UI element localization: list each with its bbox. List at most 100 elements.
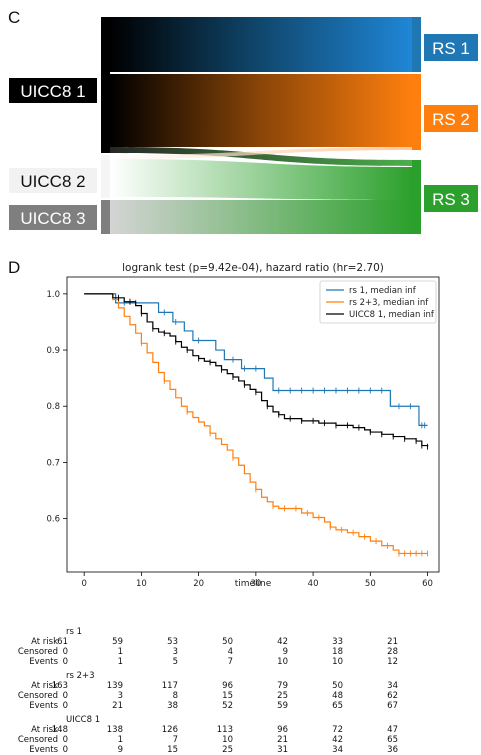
km-curve-1 — [84, 293, 428, 555]
risk-value: 65 — [387, 735, 398, 745]
risk-value: 50 — [222, 637, 233, 647]
risk-value: 0 — [62, 657, 68, 667]
uicc8-1-label-bg — [9, 78, 97, 103]
y-tick-label: 0.6 — [46, 515, 60, 525]
risk-value: 163 — [51, 681, 68, 691]
node-bar-uicc8-3 — [101, 200, 110, 234]
uicc8-3-label: UICC8 3 — [20, 209, 85, 228]
flow-uicc1-rs2 — [110, 74, 412, 147]
risk-row-label: Censored — [17, 647, 58, 657]
legend-item-rs23: rs 2+3, median inf — [349, 298, 429, 308]
risk-value: 25 — [277, 691, 288, 701]
risk-value: 21 — [277, 735, 288, 745]
x-axis-label: timeline — [235, 579, 272, 589]
chart-title: logrank test (p=9.42e-04), hazard ratio … — [122, 262, 384, 274]
node-bar-uicc8-2 — [101, 155, 110, 198]
rs2-label: RS 2 — [432, 110, 470, 129]
risk-value: 117 — [161, 681, 178, 691]
x-tick-label: 40 — [308, 579, 319, 589]
risk-row-label: Events — [29, 701, 58, 711]
risk-value: 8 — [172, 691, 178, 701]
risk-row-label: Events — [29, 657, 58, 667]
risk-value: 1 — [117, 657, 123, 667]
risk-value: 47 — [387, 725, 398, 735]
risk-row-label: Censored — [17, 735, 58, 745]
rs2-label-bg — [424, 105, 478, 132]
risk-value: 48 — [332, 691, 343, 701]
risk-value: 9 — [117, 745, 123, 755]
risk-value: 59 — [277, 701, 288, 711]
uicc8-2-label-bg — [9, 168, 97, 193]
risk-value: 62 — [387, 691, 398, 701]
risk-value: 138 — [106, 725, 123, 735]
risk-value: 61 — [57, 637, 68, 647]
rs3-label-bg — [424, 185, 478, 212]
km-curve-2 — [84, 293, 429, 447]
y-tick-label: 0.8 — [46, 402, 60, 412]
risk-row-label: At risk — [31, 637, 58, 647]
flow-uicc2-rs3 — [110, 159, 412, 200]
risk-value: 38 — [167, 701, 178, 711]
risk-value: 113 — [216, 725, 233, 735]
node-bar-uicc8-1 — [101, 17, 110, 153]
risk-value: 0 — [62, 701, 68, 711]
risk-value: 67 — [387, 701, 398, 711]
risk-value: 42 — [332, 735, 343, 745]
risk-value: 25 — [222, 745, 233, 755]
node-bar-rs3 — [412, 160, 421, 234]
x-tick-label: 20 — [193, 579, 204, 589]
uicc8-1-label: UICC8 1 — [20, 82, 85, 101]
flow-uicc1-rs1 — [110, 17, 412, 72]
uicc8-3-label-bg — [9, 205, 97, 230]
risk-value: 65 — [332, 701, 343, 711]
risk-value: 21 — [112, 701, 123, 711]
risk-value: 148 — [51, 725, 68, 735]
risk-value: 5 — [172, 657, 178, 667]
x-tick-label: 50 — [365, 579, 376, 589]
x-tick-label: 60 — [422, 579, 433, 589]
risk-value: 72 — [332, 725, 343, 735]
risk-value: 3 — [117, 691, 123, 701]
risk-value: 52 — [222, 701, 233, 711]
panel-c-label: C — [8, 8, 21, 27]
risk-row-label: At risk — [31, 725, 58, 735]
risk-value: 53 — [167, 637, 178, 647]
risk-value: 15 — [222, 691, 233, 701]
plot-area — [66, 276, 440, 573]
risk-value: 15 — [167, 745, 178, 755]
y-tick-label: 1.0 — [46, 290, 60, 300]
risk-value: 36 — [387, 745, 398, 755]
risk-value: 50 — [332, 681, 343, 691]
risk-value: 18 — [332, 647, 343, 657]
x-tick-label: 0 — [81, 579, 86, 589]
risk-value: 3 — [172, 647, 178, 657]
flow-uicc3-rs3 — [110, 200, 412, 234]
risk-row-label: Censored — [17, 691, 58, 701]
y-tick-label: 0.7 — [46, 458, 60, 468]
risk-value: 21 — [387, 637, 398, 647]
risk-group-title: rs 2+3 — [66, 671, 95, 681]
node-bar-rs1 — [412, 17, 421, 72]
risk-value: 7 — [227, 657, 233, 667]
sankey-diagram: UICC8 1 UICC8 2 UICC8 3 RS 1 RS 2 RS 3 — [9, 17, 478, 234]
risk-value: 34 — [332, 745, 343, 755]
risk-value: 34 — [387, 681, 398, 691]
risk-value: 59 — [112, 637, 123, 647]
uicc8-2-label: UICC8 2 — [20, 172, 85, 191]
risk-value: 0 — [62, 647, 68, 657]
km-curve-0 — [84, 293, 428, 426]
x-tick-label: 30 — [250, 579, 261, 589]
km-survival-plot: logrank test (p=9.42e-04), hazard ratio … — [46, 262, 440, 589]
risk-value: 7 — [172, 735, 178, 745]
risk-value: 10 — [222, 735, 233, 745]
risk-value: 1 — [117, 735, 123, 745]
rs1-label-bg — [424, 34, 478, 61]
risk-value: 0 — [62, 691, 68, 701]
risk-value: 10 — [277, 657, 288, 667]
legend: rs 1, median inf rs 2+3, median inf UICC… — [319, 280, 437, 324]
risk-group-title: rs 1 — [66, 627, 83, 637]
risk-row-label: Events — [29, 745, 58, 755]
risk-value: 33 — [332, 637, 343, 647]
risk-value: 10 — [332, 657, 343, 667]
risk-value: 0 — [62, 735, 68, 745]
